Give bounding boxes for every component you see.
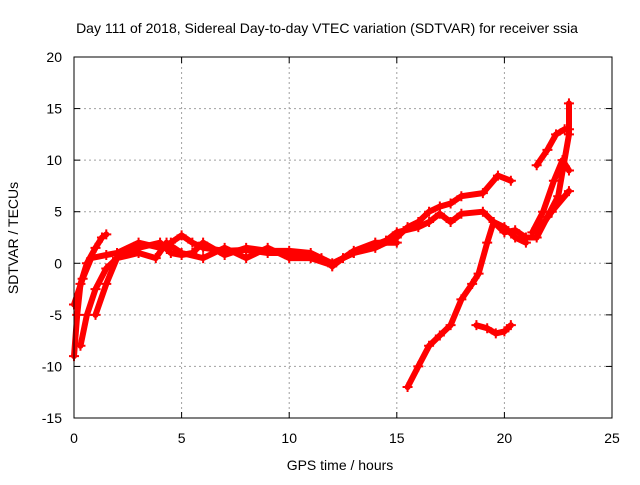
data-point-marker bbox=[531, 160, 542, 171]
data-point-marker bbox=[348, 245, 359, 256]
x-tick-label: 0 bbox=[70, 430, 78, 446]
y-tick-label: 5 bbox=[54, 204, 62, 220]
data-point-marker bbox=[434, 208, 445, 219]
data-point-marker bbox=[488, 217, 499, 228]
data-point-marker bbox=[473, 268, 484, 279]
data-point-marker bbox=[499, 222, 510, 233]
x-tick-label: 5 bbox=[178, 430, 186, 446]
y-tick-label: 20 bbox=[46, 49, 62, 65]
x-tick-label: 25 bbox=[604, 430, 620, 446]
x-tick-label: 10 bbox=[281, 430, 297, 446]
data-point-marker bbox=[548, 175, 559, 186]
data-point-marker bbox=[445, 217, 456, 228]
y-tick-label: -15 bbox=[42, 410, 62, 426]
data-point-marker bbox=[391, 227, 402, 238]
data-point-marker bbox=[505, 175, 516, 186]
data-point-marker bbox=[219, 242, 230, 253]
data-point-marker bbox=[456, 191, 467, 202]
data-point-marker bbox=[467, 278, 478, 289]
data-point-marker bbox=[551, 129, 562, 140]
data-point-marker bbox=[542, 144, 553, 155]
data-point-marker bbox=[424, 217, 435, 228]
data-point-marker bbox=[424, 206, 435, 217]
chart-title: Day 111 of 2018, Sidereal Day-to-day VTE… bbox=[76, 20, 578, 36]
data-point-marker bbox=[101, 229, 112, 240]
data-point-marker bbox=[492, 170, 503, 181]
data-point-marker bbox=[370, 237, 381, 248]
data-point-marker bbox=[520, 237, 531, 248]
series-line-arc-5 bbox=[404, 219, 529, 391]
data-point-marker bbox=[187, 237, 198, 248]
data-point-marker bbox=[499, 326, 510, 337]
y-tick-label: -10 bbox=[42, 358, 62, 374]
data-point-marker bbox=[456, 294, 467, 305]
data-point-marker bbox=[563, 186, 574, 197]
data-point-marker bbox=[241, 242, 252, 253]
data-point-marker bbox=[198, 237, 209, 248]
data-point-marker bbox=[424, 340, 435, 351]
data-point-marker bbox=[86, 253, 97, 264]
data-point-marker bbox=[445, 198, 456, 209]
data-point-marker bbox=[434, 330, 445, 341]
data-point-marker bbox=[176, 247, 187, 258]
data-point-marker bbox=[90, 284, 101, 295]
y-tick-label: 0 bbox=[54, 255, 62, 271]
data-point-marker bbox=[490, 328, 501, 339]
x-tick-label: 20 bbox=[497, 430, 513, 446]
data-point-marker bbox=[241, 253, 252, 264]
data-point-marker bbox=[413, 361, 424, 372]
data-point-marker bbox=[510, 232, 521, 243]
data-point-marker bbox=[327, 260, 338, 271]
data-point-marker bbox=[563, 124, 574, 135]
data-point-marker bbox=[101, 250, 112, 261]
data-point-marker bbox=[81, 309, 92, 320]
y-axis-label: SDTVAR / TECUs bbox=[5, 182, 21, 294]
data-point-marker bbox=[546, 206, 557, 217]
data-point-marker bbox=[456, 208, 467, 219]
data-point-marker bbox=[198, 253, 209, 264]
data-point-marker bbox=[413, 222, 424, 233]
y-tick-label: 15 bbox=[46, 101, 62, 117]
data-point-marker bbox=[90, 242, 101, 253]
data-point-marker bbox=[538, 206, 549, 217]
x-axis-label: GPS time / hours bbox=[287, 457, 394, 473]
data-point-marker bbox=[165, 247, 176, 258]
data-point-marker bbox=[112, 253, 123, 264]
data-point-marker bbox=[75, 340, 86, 351]
data-point-marker bbox=[402, 382, 413, 393]
data-point-marker bbox=[445, 320, 456, 331]
data-point-marker bbox=[505, 320, 516, 331]
data-point-marker bbox=[150, 253, 161, 264]
data-point-marker bbox=[477, 188, 488, 199]
series-group bbox=[69, 98, 574, 393]
data-point-marker bbox=[471, 320, 482, 331]
data-point-marker bbox=[563, 165, 574, 176]
data-point-marker bbox=[101, 278, 112, 289]
data-point-marker bbox=[90, 309, 101, 320]
data-point-marker bbox=[176, 230, 187, 241]
data-point-marker bbox=[563, 98, 574, 109]
data-point-marker bbox=[557, 155, 568, 166]
data-point-marker bbox=[391, 237, 402, 248]
data-point-marker bbox=[482, 237, 493, 248]
data-point-marker bbox=[477, 206, 488, 217]
x-tick-label: 15 bbox=[389, 430, 405, 446]
y-tick-label: -5 bbox=[50, 307, 63, 323]
data-point-marker bbox=[262, 242, 273, 253]
data-point-marker bbox=[531, 227, 542, 238]
data-point-marker bbox=[133, 247, 144, 258]
plot-frame bbox=[73, 56, 613, 419]
y-tick-label: 10 bbox=[46, 152, 62, 168]
data-point-marker bbox=[305, 253, 316, 264]
data-point-marker bbox=[482, 323, 493, 334]
axis-ticks: 0 5 10 15 20 25 -15 -10 -5 0 5 10 15 20 bbox=[42, 49, 620, 446]
data-point-marker bbox=[284, 253, 295, 264]
data-point-marker bbox=[161, 237, 172, 248]
data-point-marker bbox=[77, 273, 88, 284]
